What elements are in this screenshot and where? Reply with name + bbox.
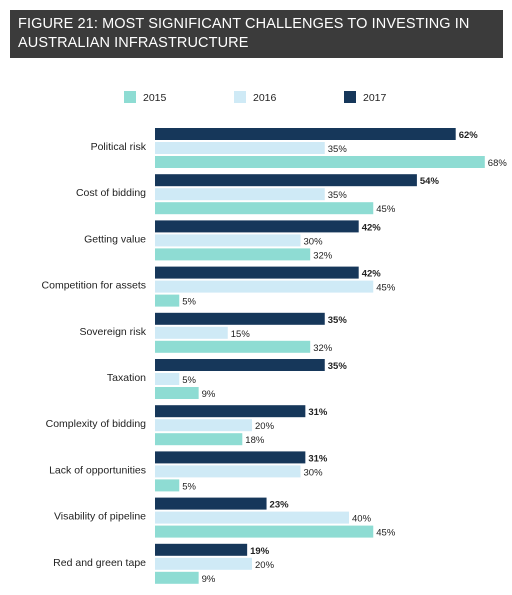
- value-label-red-and-green-tape-2017: 19%: [250, 546, 270, 557]
- bar-political-risk-2015: [155, 156, 485, 168]
- value-label-lack-of-opportunities-2017: 31%: [308, 453, 328, 464]
- category-label-getting-value: Getting value: [84, 233, 146, 245]
- figure-title-line-2: AUSTRALIAN INFRASTRUCTURE: [18, 35, 249, 51]
- figure-title: FIGURE 21: MOST SIGNIFICANT CHALLENGES T…: [10, 10, 503, 58]
- bar-complexity-of-bidding-2016: [155, 419, 252, 432]
- value-label-competition-for-assets-2015: 5%: [182, 297, 196, 308]
- value-label-taxation-2017: 35%: [328, 361, 348, 372]
- value-label-red-and-green-tape-2015: 9%: [202, 574, 216, 585]
- category-label-cost-of-bidding: Cost of bidding: [76, 187, 146, 199]
- value-label-complexity-of-bidding-2016: 20%: [255, 421, 275, 432]
- bar-visability-of-pipeline-2016: [155, 511, 349, 524]
- bar-getting-value-2015: [155, 248, 311, 261]
- category-label-sovereign-risk: Sovereign risk: [79, 326, 146, 338]
- value-label-getting-value-2016: 30%: [304, 236, 324, 247]
- bar-lack-of-opportunities-2016: [155, 465, 301, 478]
- bar-visability-of-pipeline-2015: [155, 525, 374, 538]
- bar-taxation-2016: [155, 373, 180, 385]
- bar-cost-of-bidding-2016: [155, 188, 325, 201]
- value-label-visability-of-pipeline-2017: 23%: [270, 500, 290, 511]
- value-label-cost-of-bidding-2016: 35%: [328, 190, 348, 201]
- bar-political-risk-2016: [155, 142, 325, 154]
- bar-red-and-green-tape-2015: [155, 571, 199, 584]
- bar-complexity-of-bidding-2017: [155, 405, 306, 418]
- bar-lack-of-opportunities-2017: [155, 451, 306, 464]
- value-label-sovereign-risk-2016: 15%: [231, 329, 251, 340]
- bar-sovereign-risk-2015: [155, 340, 311, 353]
- bar-getting-value-2017: [155, 220, 359, 233]
- value-label-getting-value-2015: 32%: [313, 250, 333, 261]
- category-label-complexity-of-bidding: Complexity of bidding: [46, 418, 147, 430]
- category-label-competition-for-assets: Competition for assets: [42, 280, 146, 292]
- bar-cost-of-bidding-2017: [155, 174, 417, 187]
- bar-competition-for-assets-2015: [155, 294, 180, 307]
- legend-swatch-2016: [234, 91, 246, 103]
- value-label-sovereign-risk-2017: 35%: [328, 315, 348, 326]
- bar-political-risk-2017: [155, 128, 456, 140]
- value-label-lack-of-opportunities-2016: 30%: [304, 467, 324, 478]
- legend-label-2015: 2015: [143, 92, 167, 104]
- value-label-political-risk-2017: 62%: [459, 130, 479, 141]
- legend-swatch-2017: [344, 91, 356, 103]
- value-label-red-and-green-tape-2016: 20%: [255, 560, 275, 571]
- bar-taxation-2017: [155, 359, 325, 371]
- value-label-cost-of-bidding-2015: 45%: [376, 204, 396, 215]
- category-label-political-risk: Political risk: [91, 141, 147, 153]
- legend-swatch-2015: [124, 91, 136, 103]
- legend-label-2016: 2016: [253, 92, 277, 104]
- value-label-political-risk-2016: 35%: [328, 144, 348, 155]
- bar-sovereign-risk-2016: [155, 326, 228, 339]
- bar-cost-of-bidding-2015: [155, 202, 374, 215]
- category-label-taxation: Taxation: [107, 372, 146, 384]
- figure-title-line-1: FIGURE 21: MOST SIGNIFICANT CHALLENGES T…: [18, 16, 470, 32]
- value-label-sovereign-risk-2015: 32%: [313, 343, 333, 354]
- value-label-complexity-of-bidding-2017: 31%: [308, 407, 328, 418]
- bar-visability-of-pipeline-2017: [155, 497, 267, 510]
- bar-competition-for-assets-2016: [155, 280, 374, 293]
- category-label-lack-of-opportunities: Lack of opportunities: [49, 464, 146, 476]
- value-label-taxation-2015: 9%: [202, 389, 216, 400]
- category-label-visability-of-pipeline: Visability of pipeline: [54, 511, 146, 523]
- category-label-red-and-green-tape: Red and green tape: [53, 557, 146, 569]
- value-label-taxation-2016: 5%: [182, 375, 196, 386]
- value-label-competition-for-assets-2017: 42%: [362, 269, 382, 280]
- bar-getting-value-2016: [155, 234, 301, 247]
- value-label-political-risk-2015: 68%: [488, 158, 508, 169]
- value-label-cost-of-bidding-2017: 54%: [420, 176, 440, 187]
- bar-complexity-of-bidding-2015: [155, 433, 243, 446]
- bar-red-and-green-tape-2016: [155, 557, 252, 570]
- value-label-complexity-of-bidding-2015: 18%: [245, 435, 265, 446]
- legend-label-2017: 2017: [363, 92, 387, 104]
- value-label-visability-of-pipeline-2015: 45%: [376, 528, 396, 539]
- value-label-lack-of-opportunities-2015: 5%: [182, 481, 196, 492]
- bar-taxation-2015: [155, 387, 199, 399]
- bar-lack-of-opportunities-2015: [155, 479, 180, 492]
- bar-red-and-green-tape-2017: [155, 543, 248, 556]
- value-label-competition-for-assets-2016: 45%: [376, 283, 396, 294]
- bar-sovereign-risk-2017: [155, 312, 325, 325]
- bar-competition-for-assets-2017: [155, 266, 359, 279]
- value-label-visability-of-pipeline-2016: 40%: [352, 514, 372, 525]
- value-label-getting-value-2017: 42%: [362, 222, 382, 233]
